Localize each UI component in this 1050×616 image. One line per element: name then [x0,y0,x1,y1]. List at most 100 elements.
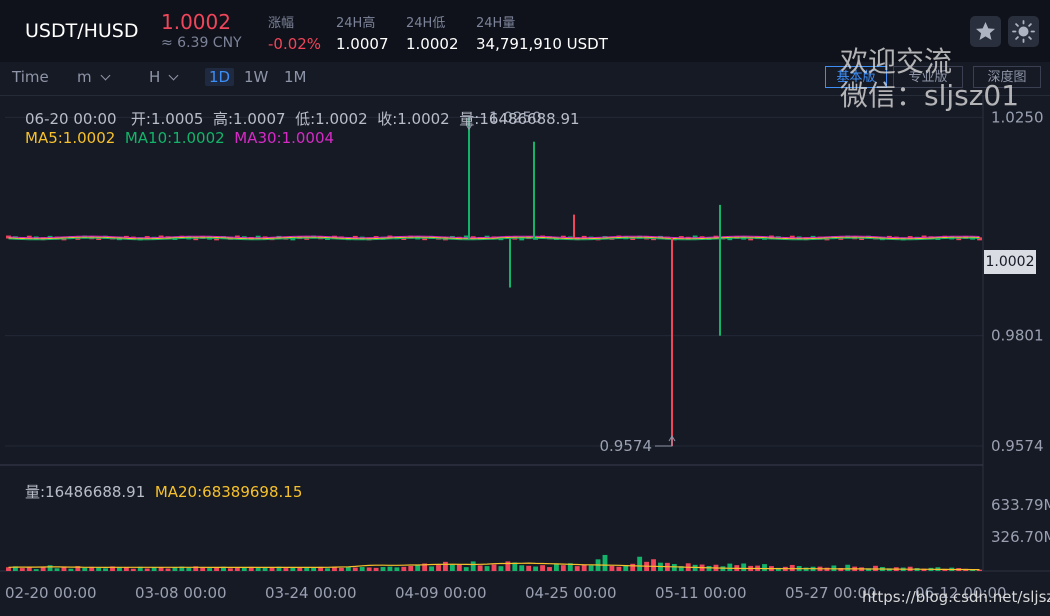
volume-bar [671,564,677,571]
volume-label: 24H量 [476,16,516,31]
volume-bar [61,567,67,571]
sun-icon [1012,20,1035,43]
ma-info: MA5:1.0002 MA10:1.0002 MA30:1.0004 [25,129,334,147]
ma5-value: MA5:1.0002 [25,129,116,147]
change-stat: 涨幅 -0.02% [268,12,321,53]
volume-bar [137,566,143,571]
volume-bar [463,567,469,571]
volume-bar [179,566,185,571]
volume-bar [345,566,351,571]
high-stat: 24H高 1.0007 [336,12,389,53]
volume-bar [623,564,629,571]
candle [463,235,469,239]
volume-bar [553,564,559,571]
low-label: 24H低 [406,16,446,31]
volume-bar [255,567,261,571]
cny-price: ≈ 6.39 CNY [161,35,242,51]
volume-bar [47,565,53,571]
volume-bar [456,564,462,571]
volume-bar [117,566,122,571]
interval-1w[interactable]: 1W [244,68,269,86]
view-pro-button[interactable]: 专业版 [893,66,963,88]
volume-bar [82,567,88,571]
volume-bar [401,566,407,571]
volume-bar [214,567,219,571]
candle [519,237,525,241]
change-value: -0.02% [268,35,322,53]
volume-bar [276,566,282,571]
volume-stat: 24H量 34,791,910 USDT [476,12,608,53]
volume-bar [207,568,213,571]
volume-bar [332,567,337,571]
volume-bar [845,564,851,571]
volume-bar [89,566,95,571]
interval-1m[interactable]: 1M [284,68,307,86]
interval-1d[interactable]: 1D [205,68,235,86]
volume-bar [429,566,435,571]
volume-bar [512,562,518,571]
volume-bar [637,556,643,571]
min-price-label: 0.9574 [600,437,653,455]
volume-tick-label: 633.79M [991,496,1050,514]
volume-bar [193,566,199,571]
watermark: 欢迎交流 微信：sljsz01 [840,45,1019,113]
volume-current: 量:16486688.91 [25,483,146,501]
view-basic-button[interactable]: 基本版 [825,66,887,88]
volume-bar [560,565,566,571]
volume-bar [602,554,608,571]
interval-hour-dropdown[interactable]: H [149,68,179,86]
volume-bar [6,567,11,571]
volume-bar [470,561,476,571]
volume-bar [241,567,247,571]
volume-bar [283,568,289,571]
volume-bar [290,567,296,571]
ma10-value: MA10:1.0002 [124,129,225,147]
volume-tick-label: 326.70M [991,528,1050,546]
ohlc-open: 开:1.0005 [130,110,204,128]
volume-bar [248,566,254,571]
volume-bar [526,565,532,571]
volume-bar [873,565,878,571]
volume-bar [866,568,871,571]
watermark-line-2: 微信：sljsz01 [840,79,1020,112]
volume-bar [262,567,268,571]
volume-bar [75,566,81,571]
theme-button[interactable] [1008,16,1039,47]
volume-bar [304,566,310,571]
time-tick-label: 04-25 00:00 [525,584,617,602]
volume-bar [172,567,178,571]
interval-time[interactable]: Time [12,68,49,86]
volume-bar [588,565,594,571]
min-price-marker [655,436,673,447]
interval-hour-label: H [149,68,161,86]
price-tick-label: 0.9801 [991,327,1044,345]
view-depth-button[interactable]: 深度图 [973,66,1041,88]
volume-bar [484,566,490,571]
volume-bar [165,568,171,571]
volume-bar [200,567,206,571]
volume-bar [103,568,109,571]
candle [748,237,754,241]
volume-bar [498,566,504,571]
volume-bar [26,567,32,571]
time-tick-label: 03-08 00:00 [135,584,227,602]
interval-minute-dropdown[interactable]: m [77,68,111,86]
ohlc-close: 收:1.0002 [377,110,450,128]
low-stat: 24H低 1.0002 [406,12,459,53]
volume-bar [422,563,428,571]
favorite-button[interactable] [970,16,1001,47]
change-label: 涨幅 [268,16,295,31]
volume-bar [651,559,656,571]
volume-bar [775,567,781,571]
pair-title[interactable]: USDT/HUSD [25,20,139,42]
volume-bar [130,568,136,571]
candle [6,235,11,239]
volume-bar [144,568,150,571]
volume-bar [567,563,573,571]
ohlc-info: 06-20 00:00 开:1.0005 高:1.0007 低:1.0002 收… [25,108,580,129]
interval-toolbar: Time m H 1D 1W 1M [0,62,1050,96]
time-tick-label: 02-20 00:00 [5,584,97,602]
ohlc-high: 高:1.0007 [213,110,286,128]
volume-bar [325,568,330,571]
